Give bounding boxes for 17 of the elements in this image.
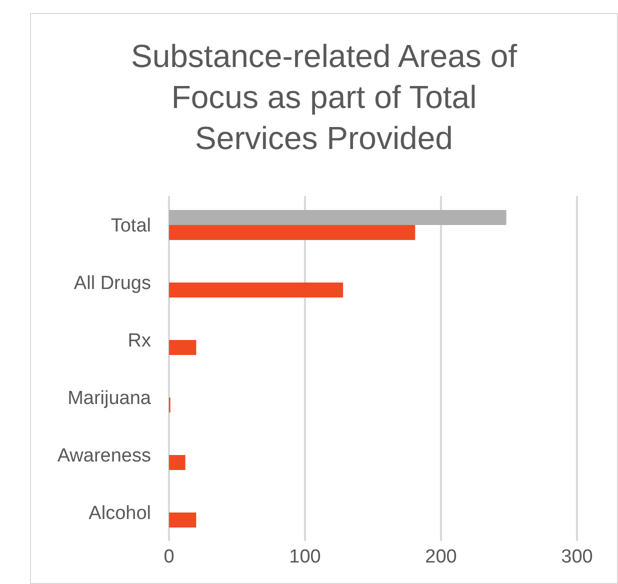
y-tick-label: All Drugs	[74, 272, 151, 294]
chart-title: Substance-related Areas of Focus as part of Total Services Provided	[130, 37, 518, 158]
y-tick-label: Alcohol	[88, 502, 151, 524]
bar	[169, 340, 196, 355]
bar	[169, 512, 196, 528]
bar	[169, 225, 416, 240]
x-tick-label: 300	[561, 546, 593, 568]
y-tick-label: Awareness	[57, 445, 151, 466]
x-tick-label: 100	[289, 546, 321, 568]
bar	[169, 455, 186, 470]
y-tick-label: Marijuana	[68, 388, 152, 409]
y-tick-label: Rx	[128, 330, 152, 352]
bar	[169, 210, 506, 225]
x-tick-label: 200	[425, 546, 457, 568]
bar	[169, 282, 344, 298]
y-tick-label: Total	[110, 215, 151, 236]
x-tick-label: 0	[164, 546, 174, 568]
